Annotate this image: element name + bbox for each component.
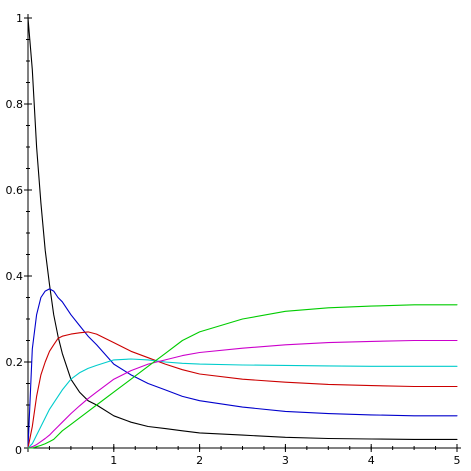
y-tick-label: 0.6 [6, 184, 24, 197]
series-line-5 [27, 339, 458, 449]
series-line-2 [27, 288, 458, 449]
y-tick-label: 0.2 [6, 356, 24, 369]
x-tick-label: 1 [110, 454, 117, 467]
series-layer [27, 17, 458, 449]
series-line-6 [27, 304, 458, 449]
x-tick-label: 5 [454, 454, 461, 467]
axes: 0.2 0.4 0.6 0.8 1 0 1 2 3 4 5 [6, 12, 461, 467]
series-line-1 [27, 17, 458, 440]
x-tick-label: 4 [368, 454, 375, 467]
series-line-3 [27, 331, 458, 449]
y-tick-label: 0.4 [6, 270, 24, 283]
x-tick-label: 0 [15, 444, 22, 457]
x-tick-label: 3 [282, 454, 289, 467]
series-line-4 [27, 358, 458, 449]
y-tick-label: 1 [16, 12, 23, 25]
x-tick-label: 2 [196, 454, 203, 467]
y-tick-label: 0.8 [6, 98, 24, 111]
